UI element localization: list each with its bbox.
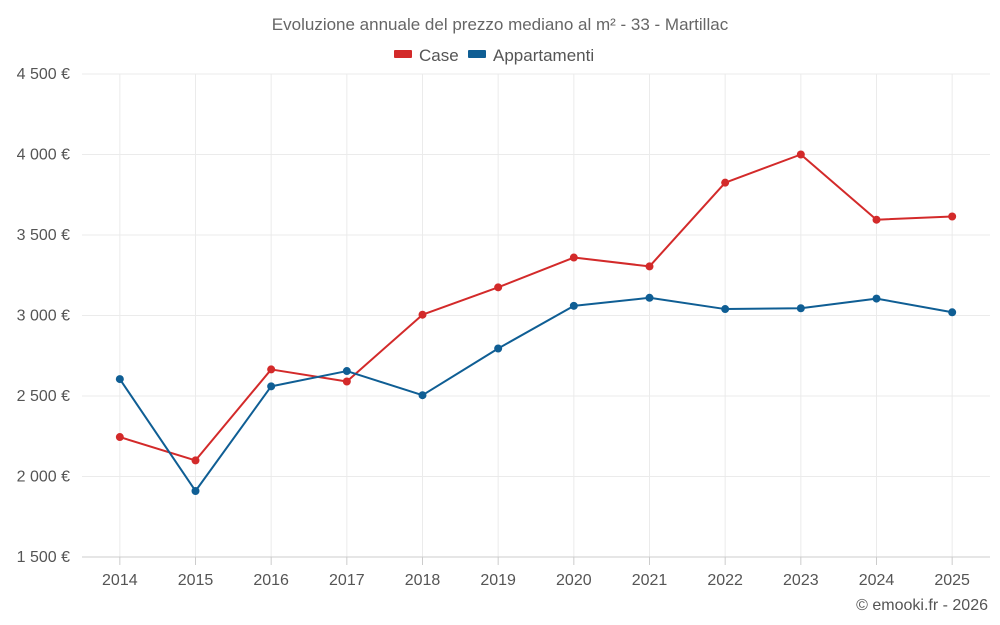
data-point-appartamenti[interactable] bbox=[872, 294, 881, 303]
data-point-case[interactable] bbox=[267, 365, 276, 374]
data-point-appartamenti[interactable] bbox=[721, 305, 730, 314]
data-point-case[interactable] bbox=[569, 253, 578, 262]
y-axis-ticks: 1 500 € 2 000 € 2 500 € 3 000 € 3 500 € 4 000… bbox=[17, 66, 70, 566]
data-point-case[interactable] bbox=[721, 178, 730, 187]
data-point-case[interactable] bbox=[115, 433, 124, 442]
data-point-appartamenti[interactable] bbox=[342, 367, 351, 376]
x-tick-label: 2021 bbox=[632, 572, 668, 589]
legend-swatch-appartamenti bbox=[468, 50, 486, 58]
legend-label-case: Case bbox=[419, 46, 459, 65]
data-point-appartamenti[interactable] bbox=[494, 344, 503, 353]
y-tick-label: 4 500 € bbox=[17, 66, 70, 83]
data-point-appartamenti[interactable] bbox=[267, 382, 276, 391]
x-tick-label: 2025 bbox=[934, 572, 970, 589]
x-tick-label: 2023 bbox=[783, 572, 819, 589]
chart-title: Evoluzione annuale del prezzo mediano al… bbox=[272, 15, 729, 34]
x-tick-label: 2019 bbox=[480, 572, 516, 589]
data-point-case[interactable] bbox=[948, 212, 957, 221]
y-tick-label: 3 500 € bbox=[17, 227, 70, 244]
y-tick-label: 2 000 € bbox=[17, 469, 70, 486]
legend-item-case[interactable]: Case bbox=[394, 46, 459, 65]
x-tick-label: 2016 bbox=[253, 572, 289, 589]
data-point-appartamenti[interactable] bbox=[115, 375, 124, 384]
x-tick-label: 2014 bbox=[102, 572, 138, 589]
y-tick-label: 4 000 € bbox=[17, 147, 70, 164]
legend-item-appartamenti[interactable]: Appartamenti bbox=[468, 46, 594, 65]
data-point-appartamenti[interactable] bbox=[796, 304, 805, 313]
data-point-case[interactable] bbox=[418, 310, 427, 319]
data-point-case[interactable] bbox=[872, 215, 881, 224]
series-line-appartamenti bbox=[119, 296, 953, 492]
data-point-case[interactable] bbox=[494, 283, 503, 292]
data-point-appartamenti[interactable] bbox=[645, 293, 654, 302]
data-point-case[interactable] bbox=[342, 377, 351, 386]
data-point-appartamenti[interactable] bbox=[569, 301, 578, 310]
y-tick-label: 3 000 € bbox=[17, 308, 70, 325]
series bbox=[115, 150, 957, 495]
legend-label-appartamenti: Appartamenti bbox=[493, 46, 594, 65]
data-point-case[interactable] bbox=[796, 150, 805, 159]
data-point-appartamenti[interactable] bbox=[191, 486, 200, 495]
series-line-case bbox=[119, 153, 953, 462]
y-tick-label: 1 500 € bbox=[17, 549, 70, 566]
x-tick-label: 2020 bbox=[556, 572, 592, 589]
x-axis-ticks: 2014 2015 2016 2017 2018 2019 2020 2021 2022 2023… bbox=[82, 556, 990, 589]
x-tick-label: 2015 bbox=[178, 572, 214, 589]
x-tick-label: 2017 bbox=[329, 572, 365, 589]
y-tick-label: 2 500 € bbox=[17, 388, 70, 405]
data-point-appartamenti[interactable] bbox=[418, 391, 427, 400]
x-tick-label: 2024 bbox=[859, 572, 895, 589]
data-point-appartamenti[interactable] bbox=[948, 308, 957, 317]
data-point-case[interactable] bbox=[645, 262, 654, 271]
grid bbox=[82, 73, 990, 558]
x-tick-label: 2022 bbox=[707, 572, 743, 589]
data-point-case[interactable] bbox=[191, 456, 200, 465]
credit-text: © emooki.fr - 2026 bbox=[856, 597, 988, 614]
legend: Case Appartamenti bbox=[394, 46, 594, 65]
x-tick-label: 2018 bbox=[405, 572, 441, 589]
legend-swatch-case bbox=[394, 50, 412, 58]
